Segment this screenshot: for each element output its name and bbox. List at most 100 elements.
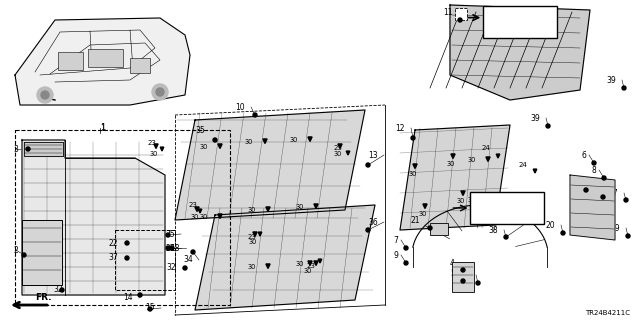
Circle shape xyxy=(428,226,432,230)
Polygon shape xyxy=(198,209,202,213)
Text: 23: 23 xyxy=(147,140,156,146)
Bar xyxy=(115,230,175,290)
Text: 30: 30 xyxy=(191,214,199,220)
Text: 25: 25 xyxy=(165,244,175,252)
Text: 39: 39 xyxy=(531,114,540,123)
Circle shape xyxy=(461,268,465,272)
Bar xyxy=(22,220,62,285)
Text: 24: 24 xyxy=(481,145,490,151)
Polygon shape xyxy=(496,154,500,158)
Bar xyxy=(470,192,544,224)
Polygon shape xyxy=(195,205,375,310)
Text: B-46-50: B-46-50 xyxy=(502,12,538,20)
Text: 30: 30 xyxy=(409,171,417,177)
Text: 23: 23 xyxy=(188,202,197,208)
Circle shape xyxy=(404,246,408,250)
Text: FR.: FR. xyxy=(35,293,51,302)
Polygon shape xyxy=(533,169,537,173)
Circle shape xyxy=(138,293,142,297)
Text: 33: 33 xyxy=(568,178,578,187)
Circle shape xyxy=(411,136,415,140)
Polygon shape xyxy=(570,175,615,240)
Text: 6: 6 xyxy=(581,150,586,159)
Circle shape xyxy=(366,228,370,232)
Circle shape xyxy=(458,18,462,22)
Text: 1: 1 xyxy=(100,124,105,132)
Polygon shape xyxy=(461,191,465,196)
Text: B-46-51: B-46-51 xyxy=(488,210,526,219)
Text: 23: 23 xyxy=(306,263,315,269)
Text: 29: 29 xyxy=(460,270,470,279)
Text: 7: 7 xyxy=(393,236,398,244)
Polygon shape xyxy=(460,12,464,16)
Text: 30: 30 xyxy=(468,157,476,163)
Circle shape xyxy=(191,250,195,254)
Text: 30: 30 xyxy=(334,151,342,157)
Polygon shape xyxy=(346,151,350,155)
Circle shape xyxy=(148,307,152,311)
Polygon shape xyxy=(266,207,270,212)
Circle shape xyxy=(461,279,465,283)
Bar xyxy=(130,58,150,73)
Polygon shape xyxy=(308,261,312,266)
Circle shape xyxy=(546,124,550,128)
Polygon shape xyxy=(486,197,490,202)
Circle shape xyxy=(622,86,626,90)
Bar xyxy=(15,130,230,305)
Polygon shape xyxy=(160,147,164,151)
Text: 28: 28 xyxy=(586,186,595,195)
Text: 30: 30 xyxy=(457,198,465,204)
Circle shape xyxy=(183,266,187,270)
Polygon shape xyxy=(423,204,427,209)
Text: 30: 30 xyxy=(248,207,256,213)
Bar xyxy=(430,223,448,235)
Text: 32: 32 xyxy=(166,263,176,273)
Text: 30: 30 xyxy=(468,197,476,203)
Text: 4: 4 xyxy=(450,259,455,268)
Bar xyxy=(452,262,474,292)
Polygon shape xyxy=(450,5,590,100)
Circle shape xyxy=(166,233,170,237)
Text: B-46-51: B-46-51 xyxy=(501,24,539,33)
Polygon shape xyxy=(195,207,199,212)
Circle shape xyxy=(504,235,508,239)
Circle shape xyxy=(156,88,164,96)
Text: 30: 30 xyxy=(304,268,312,274)
Text: 36: 36 xyxy=(368,218,378,227)
Circle shape xyxy=(166,246,170,250)
Circle shape xyxy=(602,176,606,180)
Text: 20: 20 xyxy=(545,220,555,229)
Text: 3: 3 xyxy=(13,145,18,154)
Text: 38: 38 xyxy=(488,226,498,235)
Bar xyxy=(58,52,83,70)
Circle shape xyxy=(476,281,480,285)
Polygon shape xyxy=(400,125,510,230)
Circle shape xyxy=(22,253,26,257)
Circle shape xyxy=(41,91,49,99)
Polygon shape xyxy=(175,110,365,220)
Polygon shape xyxy=(22,140,165,295)
Text: 1: 1 xyxy=(100,123,105,132)
Text: 35: 35 xyxy=(195,125,205,134)
Circle shape xyxy=(213,138,217,142)
Text: 22: 22 xyxy=(109,238,118,247)
Polygon shape xyxy=(451,154,455,158)
Polygon shape xyxy=(263,139,267,143)
Polygon shape xyxy=(24,142,63,156)
Text: 15: 15 xyxy=(145,303,155,313)
Text: 2: 2 xyxy=(13,245,18,254)
Circle shape xyxy=(404,261,408,265)
Text: 21: 21 xyxy=(410,215,420,225)
Circle shape xyxy=(561,231,565,235)
Circle shape xyxy=(60,288,64,292)
Polygon shape xyxy=(308,137,312,141)
Text: 30: 30 xyxy=(296,261,304,267)
Text: 12: 12 xyxy=(396,124,405,132)
Circle shape xyxy=(626,234,630,238)
Text: 30: 30 xyxy=(248,264,256,270)
Text: 30: 30 xyxy=(290,137,298,143)
Text: 30: 30 xyxy=(200,144,208,150)
Text: 32: 32 xyxy=(53,285,63,294)
Text: 27: 27 xyxy=(609,188,618,197)
Circle shape xyxy=(253,113,257,117)
